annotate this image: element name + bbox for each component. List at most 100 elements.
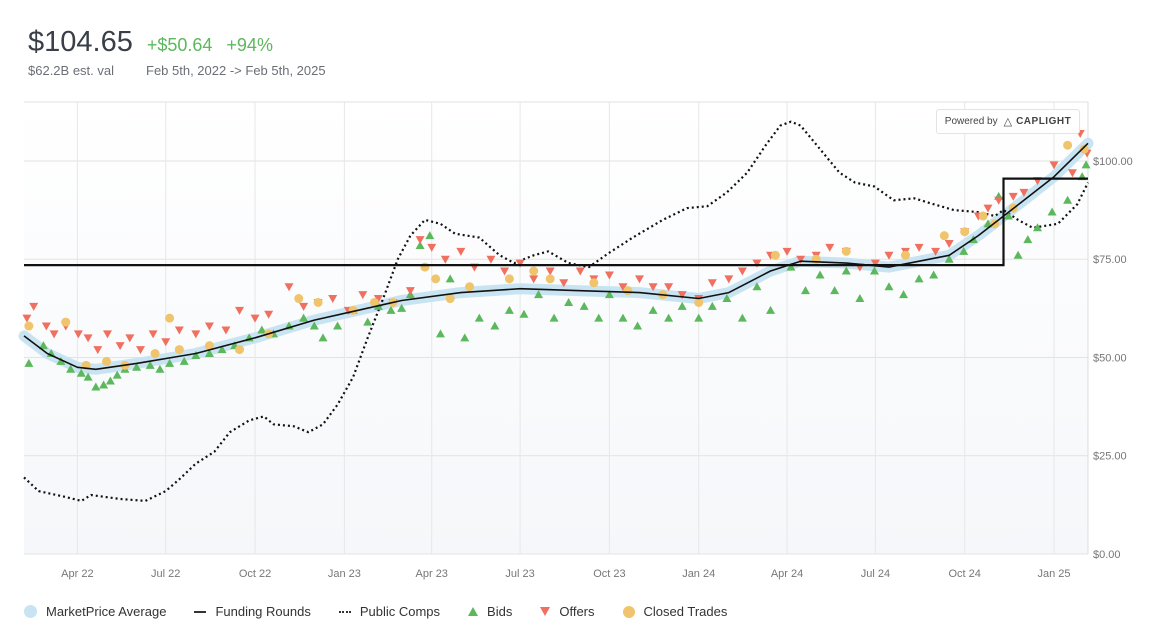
legend-item-comps[interactable]: Public Comps (338, 604, 441, 619)
bid-marker (76, 368, 86, 377)
closed-trade-marker (978, 211, 988, 221)
bid-marker (56, 356, 66, 365)
closed-trade-marker (165, 313, 175, 323)
dotted-line-icon (338, 610, 351, 613)
bid-marker (504, 305, 514, 314)
x-tick-label: Apr 24 (771, 568, 803, 580)
legend-item-trades[interactable]: Closed Trades (622, 604, 728, 619)
bid-marker (618, 313, 628, 322)
bid-marker (217, 345, 227, 354)
x-tick-label: Jan 24 (682, 568, 715, 580)
x-tick-label: Jan 25 (1038, 568, 1071, 580)
bid-marker (363, 317, 373, 326)
legend-item-offers[interactable]: Offers (540, 604, 595, 619)
bid-marker (386, 305, 396, 314)
bid-marker (830, 286, 840, 295)
offer-marker (994, 196, 1004, 205)
offer-marker (221, 326, 231, 335)
bid-marker (648, 305, 658, 314)
closed-trade-marker (235, 345, 245, 355)
legend-label-funding: Funding Rounds (215, 604, 311, 619)
closed-trade-marker (313, 297, 323, 307)
bid-marker (112, 370, 122, 379)
bid-marker (929, 270, 939, 279)
bid-marker (841, 266, 851, 275)
bid-marker (38, 341, 48, 350)
offer-marker (752, 259, 762, 268)
offer-marker (1049, 161, 1059, 170)
bid-marker (299, 313, 309, 322)
bid-marker (155, 364, 165, 373)
legend-item-bids[interactable]: Bids (468, 604, 512, 619)
header: $104.65 +$50.64 +94% $62.2B est. val Feb… (28, 26, 326, 78)
funding-rounds-line (24, 177, 1088, 267)
offer-marker (456, 247, 466, 256)
offer-marker (914, 243, 924, 252)
bid-marker (165, 358, 175, 367)
offer-marker (664, 283, 674, 292)
bid-marker (664, 313, 674, 322)
closed-trade-marker (900, 250, 910, 260)
offer-marker (931, 247, 941, 256)
offer-marker (115, 342, 125, 351)
offer-marker (328, 295, 338, 304)
bid-marker (694, 313, 704, 322)
offer-marker (250, 314, 260, 323)
bid-marker (869, 266, 879, 275)
legend-label-comps: Public Comps (359, 604, 441, 619)
x-tick-label: Jul 23 (505, 568, 534, 580)
caplight-logo-icon: △ (1003, 116, 1013, 128)
bid-marker (415, 240, 425, 249)
offer-marker (135, 346, 145, 355)
offer-marker (73, 330, 83, 339)
bid-marker (855, 294, 865, 303)
offer-marker (29, 302, 39, 311)
offer-marker (559, 279, 569, 288)
offer-marker (486, 255, 496, 264)
bid-marker (1063, 195, 1073, 204)
price-chart[interactable]: $0.00 $25.00 $50.00 $75.00 $100.00 Apr 22 Jul … (0, 95, 1167, 585)
offer-marker (125, 334, 135, 343)
valuation: $62.2B est. val (28, 63, 114, 78)
offer-marker (161, 338, 171, 347)
bid-marker (91, 382, 101, 391)
x-tick-label: Apr 23 (416, 568, 448, 580)
offer-marker (358, 291, 368, 300)
bid-marker (786, 262, 796, 271)
offer-marker (677, 291, 687, 300)
offer-marker (648, 283, 658, 292)
offer-marker (1019, 188, 1029, 197)
legend-item-avg[interactable]: MarketPrice Average (24, 604, 166, 619)
x-tick-label: Oct 23 (593, 568, 625, 580)
offer-marker (1008, 192, 1018, 201)
bid-marker (1047, 207, 1057, 216)
solid-line-icon (194, 610, 207, 613)
legend-item-funding[interactable]: Funding Rounds (194, 604, 311, 619)
legend-label-avg: MarketPrice Average (46, 604, 167, 619)
offer-marker (825, 243, 835, 252)
bid-marker (899, 290, 909, 299)
marketprice-avg-line (23, 142, 1089, 371)
offer-marker (83, 334, 93, 343)
x-tick-label: Jul 22 (151, 568, 180, 580)
offer-marker (299, 302, 309, 311)
offer-marker (604, 271, 614, 280)
circle-icon (622, 605, 635, 618)
legend-label-offers: Offers (559, 604, 595, 619)
offer-marker (724, 275, 734, 284)
bid-marker (83, 372, 93, 381)
bid-marker (579, 301, 589, 310)
plot-background (24, 102, 1088, 554)
legend-label-trades: Closed Trades (643, 604, 728, 619)
closed-trade-marker (770, 250, 780, 260)
powered-by-badge[interactable]: Powered by △ CAPLIGHT (936, 109, 1080, 134)
offer-marker (102, 330, 112, 339)
closed-trade-marker (24, 321, 34, 331)
bid-marker (397, 303, 407, 312)
y-tick-label: $0.00 (1093, 549, 1121, 561)
closed-trade-marker (939, 231, 949, 241)
closed-trade-marker (960, 227, 970, 237)
sub-row: $62.2B est. val Feb 5th, 2022 -> Feb 5th… (28, 63, 326, 78)
legend: MarketPrice Average Funding Rounds Publi… (24, 604, 755, 619)
offer-marker (782, 247, 792, 256)
